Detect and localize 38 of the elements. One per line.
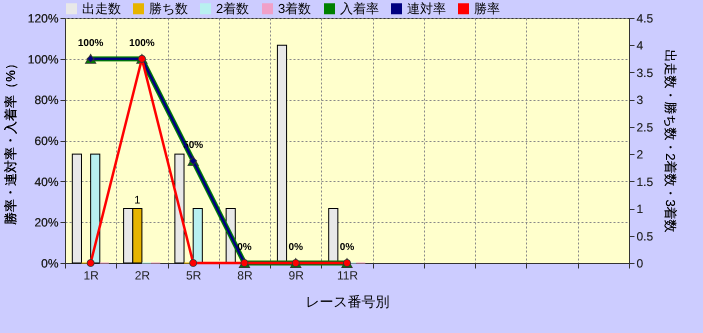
x-tick-label: 5R [186, 268, 202, 282]
y2-tick-label: 2 [636, 148, 644, 162]
x-tick-label: 11R [336, 268, 358, 282]
legend-label: 連対率 [407, 0, 446, 16]
x-axis-title: レース番号別 [306, 294, 390, 310]
y2-tick-label: 1 [636, 202, 644, 216]
y-tick-label: 100% [28, 52, 59, 66]
legend-label: 入着率 [340, 0, 379, 16]
y2-tick-label: 3 [636, 93, 644, 108]
y2-tick-label: 1.5 [636, 174, 654, 189]
y-tick-label: 0% [41, 256, 59, 270]
y-tick-label: 40% [34, 174, 59, 189]
data-label: 0% [288, 242, 304, 253]
legend-label: 3着数 [278, 0, 312, 16]
y2-tick-label: 0.5 [636, 229, 654, 244]
data-label: 1 [134, 194, 140, 207]
y-tick-label: 60% [34, 134, 59, 148]
x-tick-label: 8R [237, 268, 253, 282]
data-label: 100% [78, 38, 104, 49]
x-tick-label: 1R [83, 268, 100, 282]
y-axis-title: 勝率・連対率・入着率（%） [2, 57, 18, 225]
y-tick-label: 120% [28, 12, 59, 26]
y-tick-label: 80% [34, 93, 59, 108]
legend-label: 2着数 [216, 0, 250, 16]
data-label: 0% [340, 242, 354, 253]
y2-tick-label: 4.5 [636, 12, 654, 26]
data-label: 100% [129, 38, 155, 49]
y2-tick-label: 2.5 [636, 120, 654, 134]
y2-tick-label: 0 [636, 256, 644, 270]
y2-tick-label: 4 [636, 38, 644, 53]
legend-label: 出走数 [82, 0, 121, 16]
legend-label: 勝率 [474, 0, 500, 16]
y2-tick-label: 3.5 [636, 66, 654, 80]
legend-label: 勝ち数 [149, 0, 188, 16]
x-tick-label: 9R [288, 268, 304, 282]
y2-axis-title: 出走数・勝ち数・2着数・3着数 [663, 49, 678, 233]
y-tick-label: 20% [34, 216, 59, 230]
x-tick-label: 2R [134, 268, 150, 282]
